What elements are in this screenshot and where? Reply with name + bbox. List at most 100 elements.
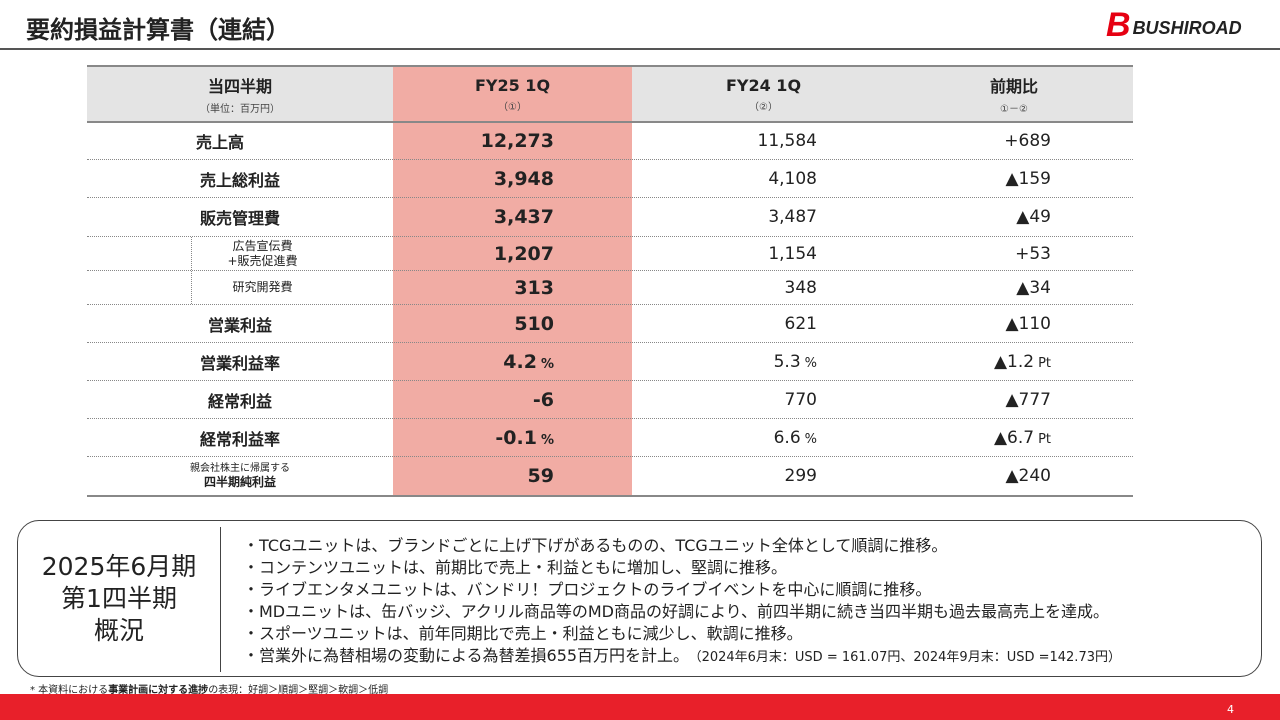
logo-mark: B xyxy=(1106,6,1131,44)
table-header: 当四半期 （単位：百万円） FY25 1Q （①） FY24 1Q （②） 前期比 ①－… xyxy=(87,65,1133,123)
fy24-value: 770 xyxy=(632,390,895,410)
fy25-highlight xyxy=(393,123,632,497)
change-value: ▲777 xyxy=(895,390,1133,410)
fx-note: （2024年6月末：USD = 161.07円、2024年9月末：USD =14… xyxy=(695,650,1121,665)
page-number: 4 xyxy=(1227,703,1234,716)
fy25-value: 510 xyxy=(393,313,632,335)
header-sub: （②） xyxy=(749,101,778,113)
fy25-value: 4.2% xyxy=(393,351,632,373)
unit-label: % xyxy=(804,355,817,371)
value-text: 1,207 xyxy=(493,242,554,265)
fy24-value: 11,584 xyxy=(632,131,895,151)
header-label: FY25 1Q xyxy=(474,75,551,95)
row-label: 販売管理費 xyxy=(199,209,280,228)
change-value: ▲1.2 Pt xyxy=(895,352,1133,372)
unit-label: % xyxy=(804,431,817,447)
table-row: 経常利益 -6 770 ▲777 xyxy=(87,381,1133,419)
change-value: ▲49 xyxy=(895,207,1133,227)
header-label: FY24 1Q xyxy=(725,75,802,95)
value-text: ▲6.7 xyxy=(993,427,1035,448)
row-label: 営業利益率 xyxy=(199,353,280,373)
fy24-value: 1,154 xyxy=(632,244,895,264)
value-text: 3,437 xyxy=(493,206,554,228)
value-text: 1,154 xyxy=(768,243,817,264)
fy24-value: 3,487 xyxy=(632,207,895,227)
row-label: 研究開発費 xyxy=(191,271,393,304)
bullet-item: ・スポーツユニットは、前年同期比で売上・利益ともに減少し、軟調に推移。 xyxy=(243,624,803,643)
row-label: 売上総利益 xyxy=(199,170,280,190)
footnote: * 本資料における事業計画に対する進捗の表現：好調＞順調＞堅調＞軟調＞低調 xyxy=(30,681,388,696)
table-row: 売上総利益 3,948 4,108 ▲159 xyxy=(87,160,1133,198)
value-text: 5.3 xyxy=(773,351,801,372)
title-divider xyxy=(0,48,1280,50)
value-text: 12,273 xyxy=(480,130,554,152)
value-text: 59 xyxy=(527,465,554,487)
row-label: 経常利益率 xyxy=(199,429,280,449)
footer-bar xyxy=(0,694,1280,720)
change-value: +53 xyxy=(895,244,1133,264)
table-row: 経常利益率 -0.1% 6.6% ▲6.7 Pt xyxy=(87,419,1133,457)
table-row: 親会社株主に帰属する 四半期純利益 59 299 ▲240 xyxy=(87,457,1133,497)
fy25-value: 1,207 xyxy=(393,243,632,265)
income-statement-table: 当四半期 （単位：百万円） FY25 1Q （①） FY24 1Q （②） 前期比 ①－… xyxy=(87,65,1133,497)
unit-label: Pt xyxy=(1038,355,1051,371)
value-text: 621 xyxy=(784,313,817,334)
value-text: ▲777 xyxy=(1005,389,1051,410)
value-text: 299 xyxy=(784,466,817,486)
fy25-value: -6 xyxy=(393,389,632,411)
value-text: ▲159 xyxy=(1005,168,1051,189)
logo-text: BUSHIROAD xyxy=(1132,17,1242,38)
summary-divider xyxy=(220,527,221,672)
value-text: 11,584 xyxy=(757,131,817,151)
value-text: 4,108 xyxy=(768,168,817,189)
table-row: 売上高 12,273 11,584 +689 xyxy=(87,123,1133,160)
table-row: 営業利益 510 621 ▲110 xyxy=(87,305,1133,343)
value-text: ▲110 xyxy=(1005,313,1051,334)
summary-heading-line: 第1四半期 xyxy=(61,583,177,613)
fy24-value: 5.3% xyxy=(632,352,895,372)
summary-box: 2025年6月期 第1四半期 概況 ・TCGユニットは、ブランドごとに上げ下げが… xyxy=(17,520,1262,677)
value-text: ▲34 xyxy=(1016,277,1051,298)
value-text: 4.2 xyxy=(503,350,537,373)
change-value: ▲240 xyxy=(895,466,1133,486)
fy25-value: 313 xyxy=(393,277,632,299)
header-label: 当四半期 xyxy=(207,77,272,96)
table-body: 売上高 12,273 11,584 +689 売上総利益 3,948 4,108 ▲159 販売… xyxy=(87,123,1133,497)
table-row: 研究開発費 313 348 ▲34 xyxy=(87,271,1133,305)
header-sub: （①） xyxy=(498,101,527,113)
bullet-text: ・営業外に為替相場の変動による為替差損655百万円を計上。 xyxy=(243,646,690,665)
value-text: +53 xyxy=(1015,243,1051,264)
header-sub: ①－② xyxy=(1000,104,1028,115)
value-text: +689 xyxy=(1004,131,1051,151)
header-change: 前期比 ①－② xyxy=(895,67,1133,121)
bullet-item: ・営業外に為替相場の変動による為替差損655百万円を計上。 （2024年6月末：U… xyxy=(243,645,1121,669)
fy25-value: -0.1% xyxy=(393,427,632,449)
row-label: 親会社株主に帰属する 四半期純利益 xyxy=(87,463,393,489)
table-row: 販売管理費 3,437 3,487 ▲49 xyxy=(87,198,1133,237)
fy24-value: 4,108 xyxy=(632,169,895,189)
header-fy24: FY24 1Q （②） xyxy=(632,67,895,121)
unit-label: % xyxy=(540,356,554,372)
value-text: -0.1 xyxy=(495,426,537,449)
fy24-value: 621 xyxy=(632,314,895,334)
bullet-item: ・ライブエンタメユニットは、バンドリ！プロジェクトのライブイベントを中心に順調に… xyxy=(243,580,932,599)
fy25-value: 3,437 xyxy=(393,206,632,228)
summary-heading-line: 2025年6月期 xyxy=(41,551,197,581)
header-fy25: FY25 1Q （①） xyxy=(393,67,632,121)
bushiroad-logo: B BUSHIROAD xyxy=(1106,8,1242,42)
fy25-value: 59 xyxy=(393,465,632,487)
row-label: 経常利益 xyxy=(207,391,272,411)
table-row: 営業利益率 4.2% 5.3% ▲1.2 Pt xyxy=(87,343,1133,381)
value-text: ▲49 xyxy=(1016,207,1051,227)
value-text: 770 xyxy=(784,389,817,410)
value-text: -6 xyxy=(532,388,554,411)
summary-heading: 2025年6月期 第1四半期 概況 xyxy=(18,521,220,676)
footnote-pre: * 本資料における xyxy=(30,685,109,696)
value-text: ▲240 xyxy=(1005,466,1051,486)
bullet-item: ・TCGユニットは、ブランドごとに上げ下げがあるものの、TCGユニット全体として… xyxy=(243,536,948,555)
bullet-item: ・コンテンツユニットは、前期比で売上・利益ともに増加し、堅調に推移。 xyxy=(243,558,788,577)
value-text: 3,948 xyxy=(493,167,554,190)
unit-label: % xyxy=(540,432,554,448)
change-value: ▲34 xyxy=(895,278,1133,298)
unit-label: Pt xyxy=(1038,431,1051,447)
